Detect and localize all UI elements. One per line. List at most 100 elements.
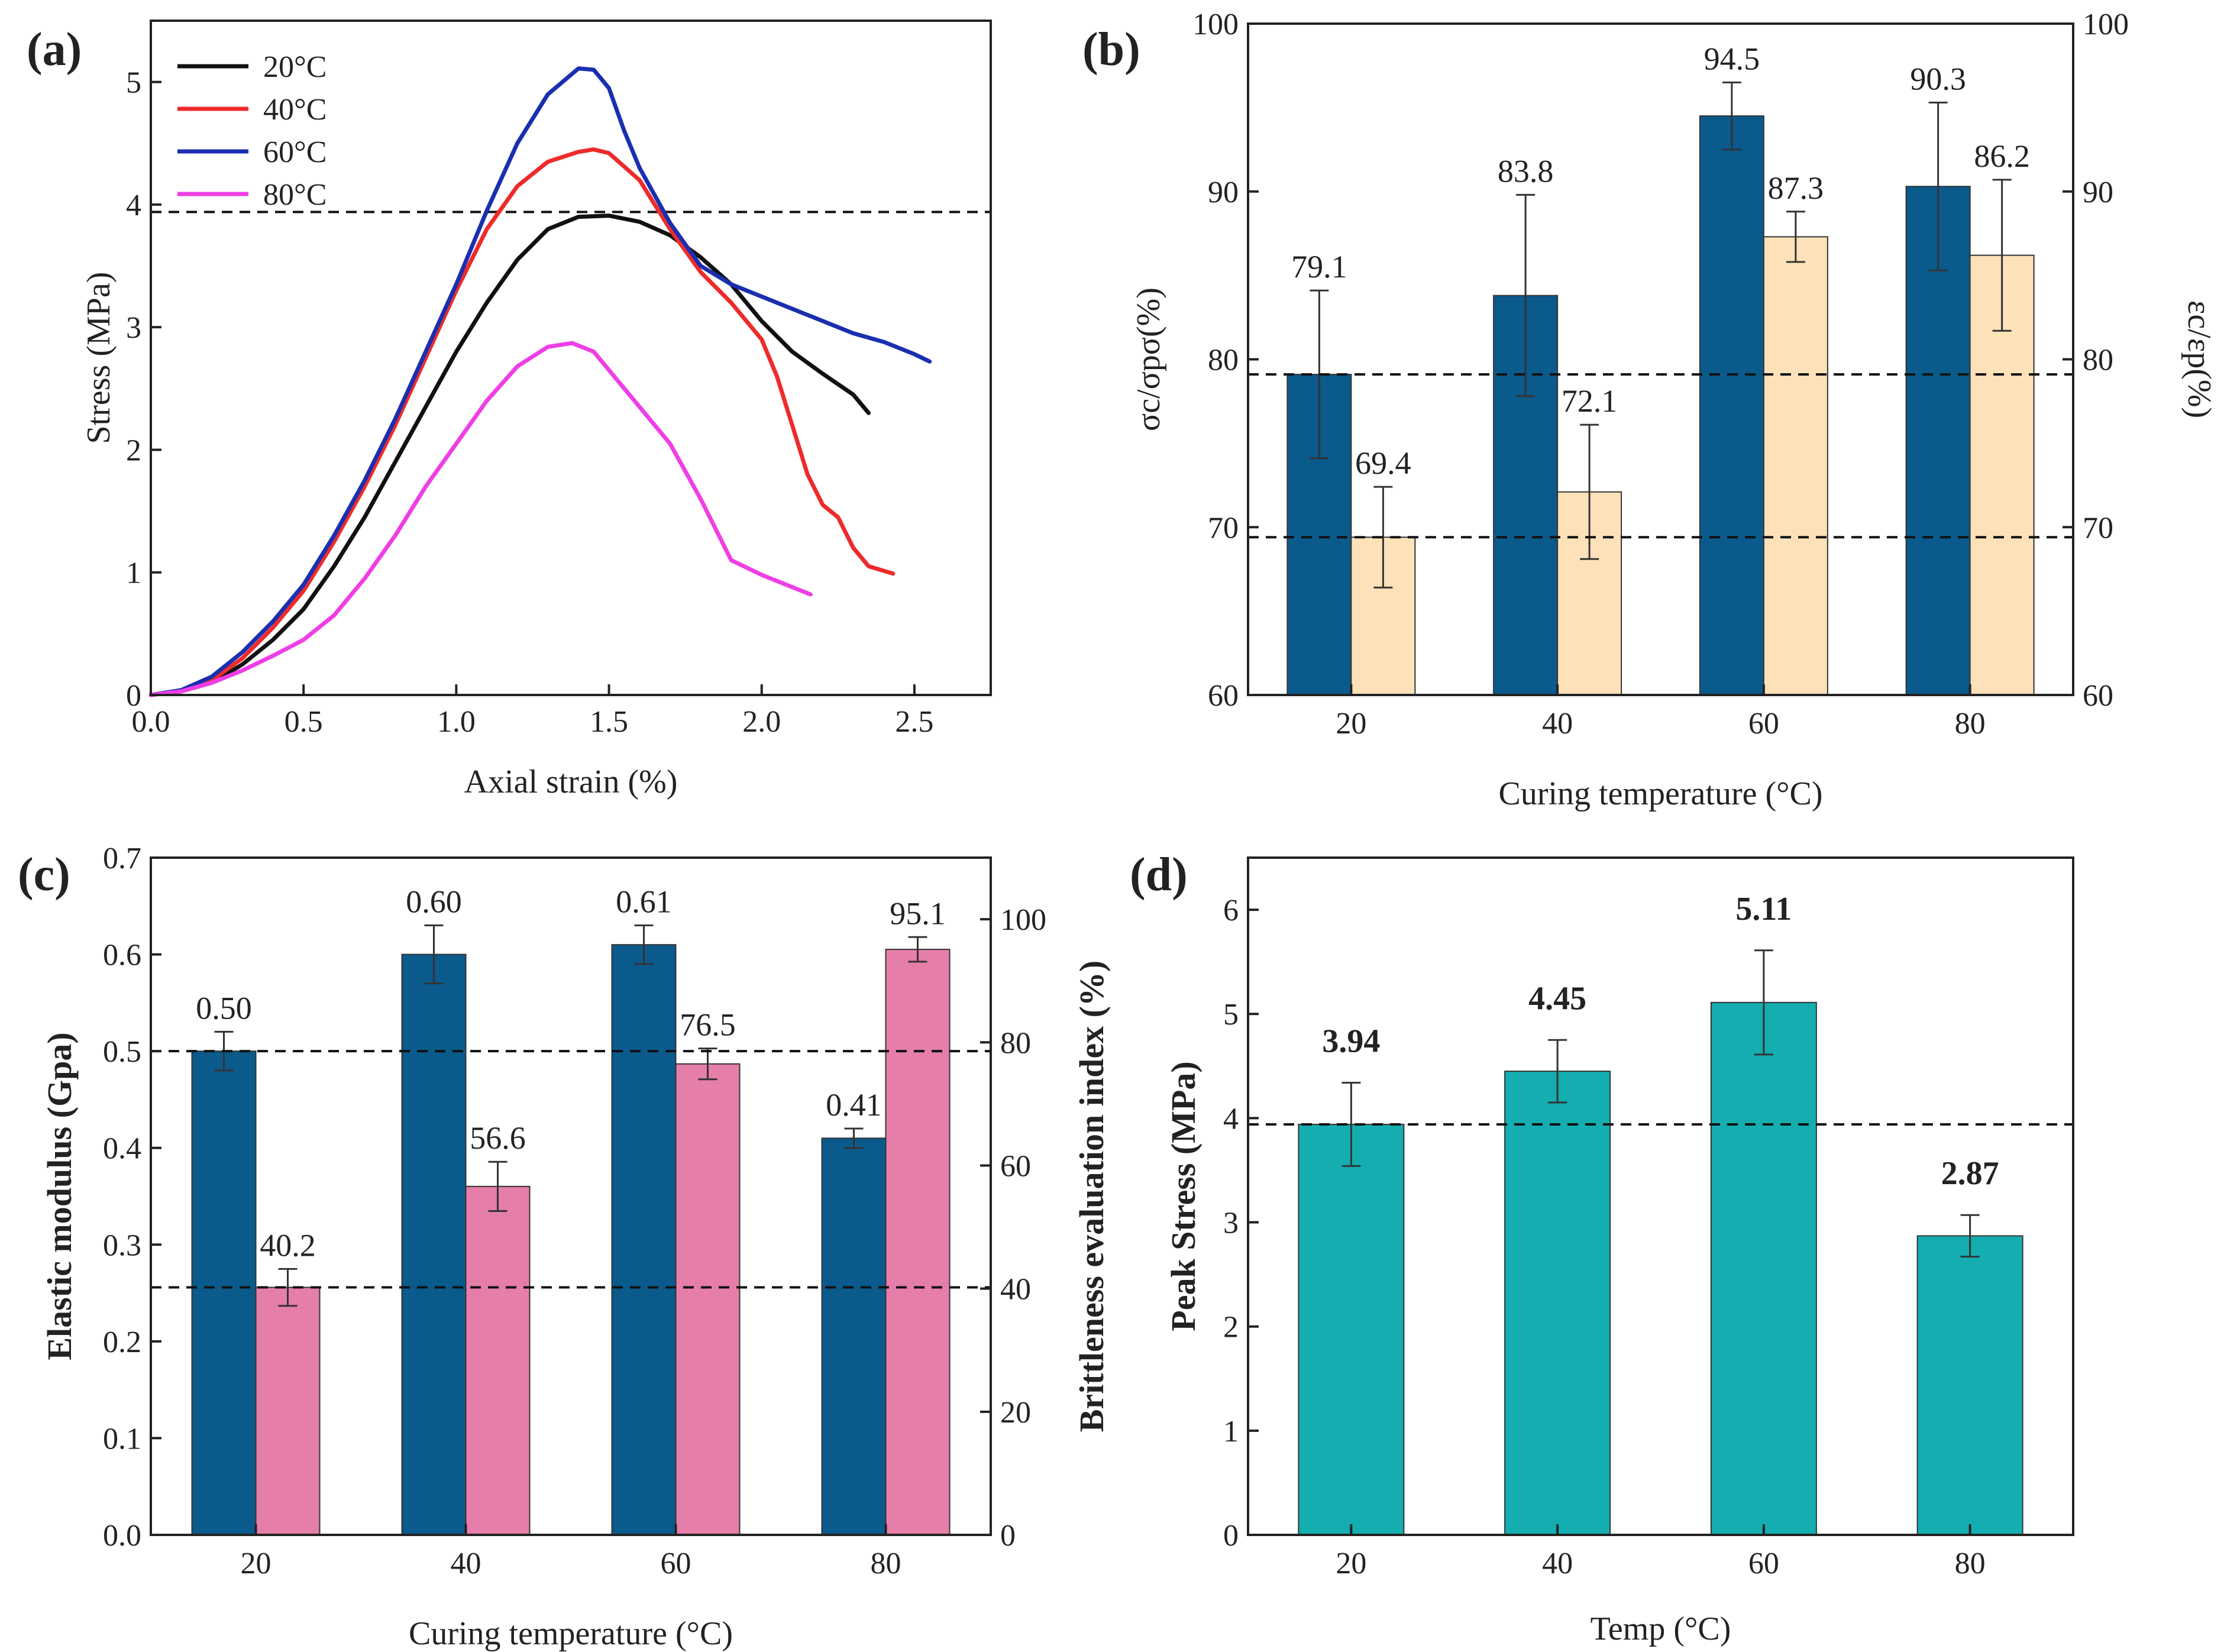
x-tick-label-a: 0.5 bbox=[285, 705, 323, 739]
y-axis-title-a: Stress (MPa) bbox=[80, 272, 117, 444]
x-axis-title-b: Curing temperature (°C) bbox=[1499, 775, 1823, 812]
y-tick-label-a: 1 bbox=[126, 557, 141, 590]
axes-a-frame bbox=[150, 20, 992, 696]
data-label-c-s0-20: 0.50 bbox=[196, 990, 252, 1026]
y-right-tick-label-b: 90 bbox=[2083, 176, 2113, 209]
x-tick-label-a: 0.0 bbox=[132, 705, 170, 739]
x-tick-label-c: 40 bbox=[451, 1547, 481, 1580]
y-left-tick-label-c: 0.2 bbox=[103, 1326, 141, 1359]
data-label-b-s1-80: 86.2 bbox=[1974, 138, 2030, 174]
axes-d-frame bbox=[1247, 856, 2074, 1536]
data-label-b-s1-20: 69.4 bbox=[1355, 445, 1411, 481]
data-label-c-s1-60: 76.5 bbox=[680, 1007, 736, 1043]
x-tick-label-a: 2.5 bbox=[895, 705, 933, 739]
panel-b: (b) 79.1 69.4 20 83.8 72.1 40 94.5 87.3 60 90.3 86.… bbox=[1082, 8, 2217, 812]
y-right-tick-label-c: 20 bbox=[1000, 1396, 1031, 1430]
x-tick-label-a: 2.0 bbox=[742, 705, 781, 739]
bar-d-40 bbox=[1504, 1071, 1611, 1535]
panel-c: (c)0.5040.2200.6056.6400.6176.5600.4195.… bbox=[18, 842, 1111, 1652]
data-label-c-s0-80: 0.41 bbox=[826, 1087, 882, 1123]
y-tick-label-d: 2 bbox=[1223, 1311, 1239, 1344]
x-tick-label-c: 20 bbox=[241, 1547, 271, 1580]
y-axis-title-d: Peak Stress (MPa) bbox=[1164, 1061, 1202, 1331]
data-label-d-20: 3.94 bbox=[1322, 1023, 1380, 1059]
bar-d-80 bbox=[1916, 1235, 2023, 1535]
y-left-tick-label-c: 0.7 bbox=[103, 842, 141, 875]
x-tick-label-b: 40 bbox=[1542, 707, 1573, 741]
y-tick-label-d: 4 bbox=[1223, 1102, 1239, 1136]
panel-a: (a) 0.0 0.5 1.0 1.5 2.0 2.5 0 1 2 3 4 5 Axial strain … bbox=[27, 20, 992, 800]
y-right-axis-title-b: εc/εp(%) bbox=[2181, 300, 2217, 418]
y-tick-label-a: 4 bbox=[126, 189, 141, 222]
y-right-tick-label-b: 70 bbox=[2083, 511, 2113, 545]
y-left-tick-label-c: 0.3 bbox=[103, 1229, 141, 1262]
data-label-d-60: 5.11 bbox=[1735, 891, 1792, 927]
bar-c-s0-40 bbox=[401, 953, 467, 1535]
x-tick-label-d: 80 bbox=[1955, 1547, 1986, 1580]
data-label-b-s0-60: 94.5 bbox=[1704, 41, 1760, 76]
x-axis-title-c: Curing temperature (°C) bbox=[409, 1615, 733, 1652]
y-left-tick-label-c: 0.4 bbox=[103, 1132, 141, 1166]
y-tick-label-d: 3 bbox=[1223, 1207, 1239, 1240]
y-tick-label-a: 5 bbox=[126, 66, 141, 100]
panel-d: (d) 3.94 20 4.45 40 5.11 60 2.87 80 0 1 2 3 4 5 6 Temp (… bbox=[1130, 849, 2074, 1647]
bar-c-s0-80 bbox=[821, 1137, 887, 1536]
panel-label-d: (d) bbox=[1130, 849, 1188, 901]
series-line-20c bbox=[148, 214, 871, 697]
bar-b-s1-60 bbox=[1763, 236, 1828, 696]
bar-d-20 bbox=[1298, 1123, 1405, 1535]
x-tick-label-a: 1.5 bbox=[590, 705, 628, 739]
y-left-tick-label-c: 0.6 bbox=[103, 939, 141, 972]
x-tick-label-b: 20 bbox=[1336, 707, 1366, 741]
data-label-c-s0-60: 0.61 bbox=[616, 884, 672, 920]
bar-c-s1-40 bbox=[465, 1185, 531, 1535]
panel-label-b: (b) bbox=[1082, 24, 1140, 76]
panel-label-c: (c) bbox=[18, 849, 70, 901]
data-label-c-s1-20: 40.2 bbox=[260, 1227, 316, 1263]
y-left-tick-label-b: 80 bbox=[1208, 344, 1239, 377]
x-axis-title-d: Temp (°C) bbox=[1591, 1611, 1731, 1647]
y-left-tick-label-b: 70 bbox=[1208, 511, 1239, 545]
y-right-axis-title-c: Brittleness evaluation index (%) bbox=[1072, 961, 1111, 1432]
data-label-b-s0-80: 90.3 bbox=[1910, 61, 1966, 96]
x-tick-label-c: 80 bbox=[871, 1547, 901, 1580]
y-left-tick-label-b: 100 bbox=[1192, 8, 1239, 41]
bar-c-s0-60 bbox=[611, 944, 677, 1535]
data-label-b-s1-60: 87.3 bbox=[1768, 170, 1824, 206]
legend-label-80c: 80°C bbox=[263, 178, 327, 212]
y-right-tick-label-c: 0 bbox=[1000, 1519, 1016, 1553]
y-right-tick-label-c: 100 bbox=[1000, 903, 1046, 937]
x-tick-label-b: 80 bbox=[1955, 707, 1986, 741]
x-tick-label-a: 1.0 bbox=[437, 705, 476, 739]
y-left-tick-label-c: 0.5 bbox=[103, 1035, 141, 1069]
y-tick-label-d: 5 bbox=[1223, 998, 1239, 1032]
data-label-c-s1-80: 95.1 bbox=[890, 895, 946, 931]
y-left-axis-title-c: Elastic modulus (Gpa) bbox=[40, 1032, 79, 1360]
bar-c-s0-20 bbox=[191, 1050, 257, 1535]
y-tick-label-a: 0 bbox=[126, 679, 141, 713]
y-left-tick-label-c: 0.1 bbox=[103, 1422, 141, 1456]
y-tick-label-d: 6 bbox=[1223, 894, 1239, 927]
x-tick-label-d: 20 bbox=[1336, 1547, 1366, 1580]
axes-c-frame bbox=[150, 856, 992, 1536]
data-label-b-s1-40: 72.1 bbox=[1562, 383, 1618, 419]
legend-label-40c: 40°C bbox=[263, 93, 327, 127]
series-line-80c bbox=[148, 341, 813, 697]
data-label-d-40: 4.45 bbox=[1528, 980, 1586, 1017]
y-tick-label-d: 1 bbox=[1223, 1415, 1239, 1449]
y-right-tick-label-c: 60 bbox=[1000, 1149, 1031, 1183]
y-right-tick-label-c: 40 bbox=[1000, 1273, 1031, 1307]
x-axis-title-a: Axial strain (%) bbox=[464, 764, 678, 800]
y-right-tick-label-b: 80 bbox=[2083, 344, 2113, 377]
legend-label-60c: 60°C bbox=[263, 135, 327, 169]
y-left-tick-label-c: 0.0 bbox=[103, 1519, 141, 1553]
series-line-60c bbox=[148, 66, 932, 697]
x-tick-label-c: 60 bbox=[661, 1547, 691, 1580]
y-right-tick-label-c: 80 bbox=[1000, 1026, 1031, 1060]
y-tick-label-a: 3 bbox=[126, 311, 141, 345]
y-left-axis-title-b: σc/σpσ(%) bbox=[1130, 287, 1167, 431]
data-label-b-s0-40: 83.8 bbox=[1498, 153, 1554, 189]
y-left-tick-label-b: 60 bbox=[1208, 679, 1239, 713]
y-right-tick-label-b: 60 bbox=[2083, 679, 2113, 713]
